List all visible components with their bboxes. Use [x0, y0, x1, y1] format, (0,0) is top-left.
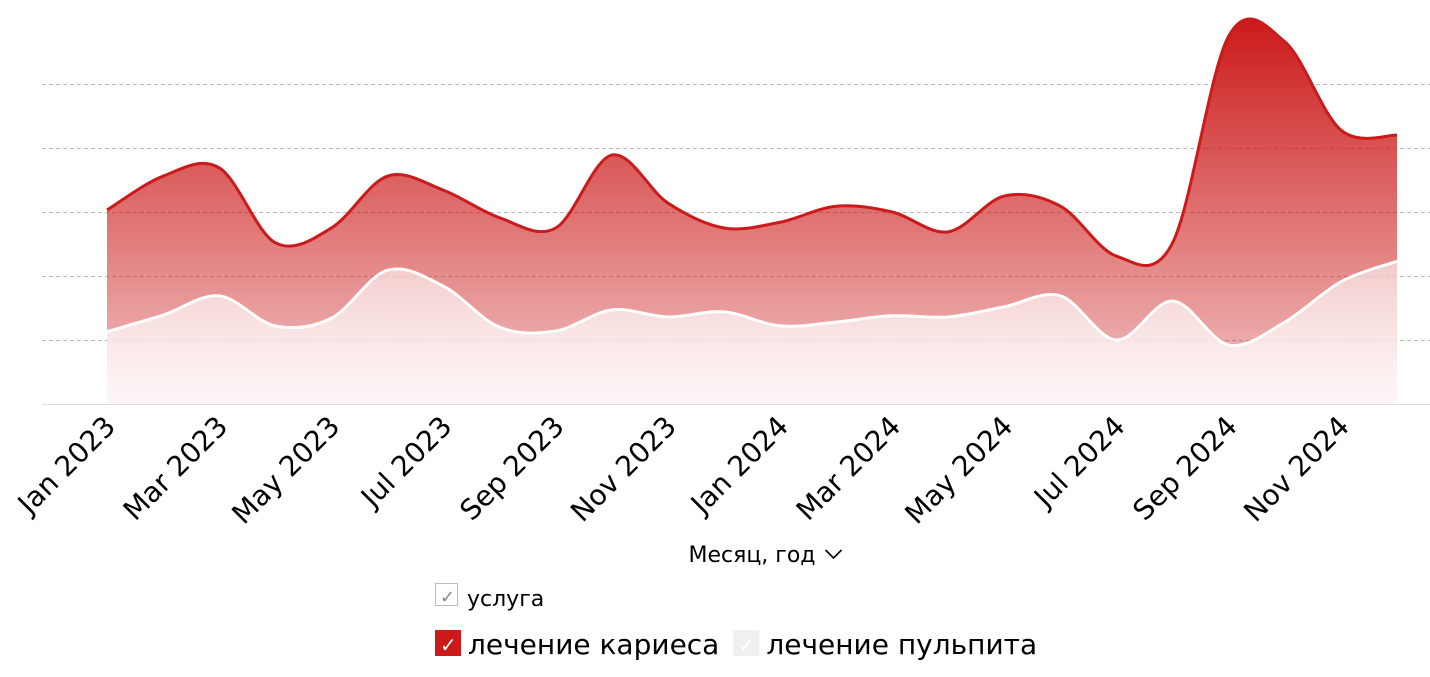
legend-label: лечение кариеса	[468, 628, 719, 661]
series-line	[106, 17, 1398, 267]
x-tick-label: Jul 2024	[1026, 410, 1131, 515]
areas	[106, 17, 1398, 405]
legend-checkbox[interactable]	[733, 630, 760, 656]
x-tick-label: Jan 2023	[10, 410, 122, 522]
chevron-icon[interactable]	[824, 549, 843, 560]
legend-title-checkbox[interactable]	[435, 583, 458, 606]
x-tick-label: Mar 2024	[790, 410, 907, 527]
x-tick-label: May 2023	[225, 410, 346, 531]
legend-checkbox[interactable]	[435, 630, 461, 656]
x-tick-label: May 2024	[898, 410, 1019, 531]
x-tick-label: Jul 2023	[353, 410, 458, 515]
legend-label: лечение пульпита	[766, 628, 1037, 661]
check-icon: ✓	[738, 633, 755, 657]
x-tick-label: Sep 2023	[453, 410, 570, 527]
check-icon: ✓	[440, 587, 455, 608]
x-tick-label: Nov 2024	[1237, 410, 1356, 529]
x-tick-label: Mar 2023	[117, 410, 234, 527]
x-axis-label: Месяц, год	[688, 543, 815, 568]
check-icon: ✓	[440, 633, 457, 657]
x-tick-label: Jan 2024	[683, 410, 795, 522]
x-tick-label: Nov 2023	[564, 410, 683, 529]
x-tick-label: Sep 2024	[1126, 410, 1243, 527]
series-line	[106, 259, 1398, 348]
legend-title: услуга	[467, 587, 544, 612]
area-fill	[107, 261, 1397, 404]
legend: ✓ услуга ✓ лечение кариеса ✓ лечение пульпи…	[435, 583, 1037, 661]
